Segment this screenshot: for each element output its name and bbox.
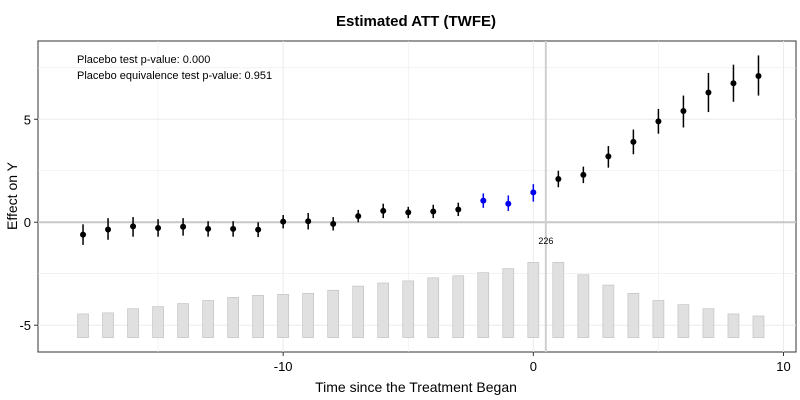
estimate-point [355,213,362,220]
x-axis-label: Time since the Treatment Began [315,379,517,395]
estimate-point [555,175,562,182]
estimate-point [705,89,712,96]
estimate-point [255,226,262,233]
placebo-point [530,189,537,196]
count-bar [102,312,114,338]
y-tick-label: -5 [19,318,31,333]
x-tick-label: 0 [530,359,537,374]
estimate-point [630,138,637,145]
estimate-point [680,108,687,115]
reference-lines [38,41,796,352]
count-bar [627,293,640,338]
estimate-point [330,220,337,227]
count-bar [427,277,440,338]
x-tick-label: -10 [274,359,293,374]
placebo-equivalence-annotation: Placebo equivalence test p-value: 0.951 [77,70,272,82]
count-bar [127,308,139,338]
count-bar [502,268,515,338]
x-tick-label: 10 [776,359,790,374]
estimate-point [205,225,212,232]
chart-title: Estimated ATT (TWFE) [336,13,496,30]
axis-ticks: -10 0 10 -5 0 5 [19,112,790,374]
count-bars [77,262,765,338]
y-axis-label: Effect on Y [4,161,20,230]
count-bar [527,262,540,338]
placebo-test-annotation: Placebo test p-value: 0.000 [77,54,210,66]
estimate-point [180,223,187,230]
count-bar [677,304,690,338]
count-bar [152,306,164,338]
count-label: 226 [538,236,553,246]
placebo-point [505,200,512,207]
count-bar [227,297,239,338]
estimate-point [655,118,662,125]
count-bar [377,282,390,338]
estimate-point [155,225,162,232]
estimate-point [80,231,87,238]
estimate-point [455,206,462,213]
estimate-point [105,226,112,233]
count-bar [77,313,89,338]
estimate-point [405,209,412,216]
count-bar [477,272,490,338]
estimate-point [280,218,287,225]
estimate-point [730,80,737,87]
count-bar [177,303,189,338]
placebo-point [480,197,487,204]
estimate-point [605,153,612,160]
estimate-point [380,207,387,214]
count-bar [302,293,314,338]
count-bar [652,300,665,338]
count-bar [727,313,740,338]
estimate-point [430,208,437,215]
estimate-point [755,73,762,80]
y-tick-label: 5 [24,112,31,127]
count-bar [577,274,590,338]
estimate-point [130,223,137,230]
count-bar [752,315,765,338]
count-bar [452,275,465,338]
count-bar [402,280,415,338]
estimate-point [230,225,237,232]
count-bar [252,295,264,338]
count-bar [202,300,214,338]
y-tick-label: 0 [24,215,31,230]
count-bar [602,284,615,338]
count-bar [352,285,365,338]
count-bar [277,294,289,338]
count-bar [702,308,715,338]
count-bar [327,289,339,338]
estimate-points [80,55,762,245]
estimate-point [305,218,312,225]
plot-panel [37,40,797,353]
count-bar [552,262,565,338]
estimate-point [580,171,587,178]
